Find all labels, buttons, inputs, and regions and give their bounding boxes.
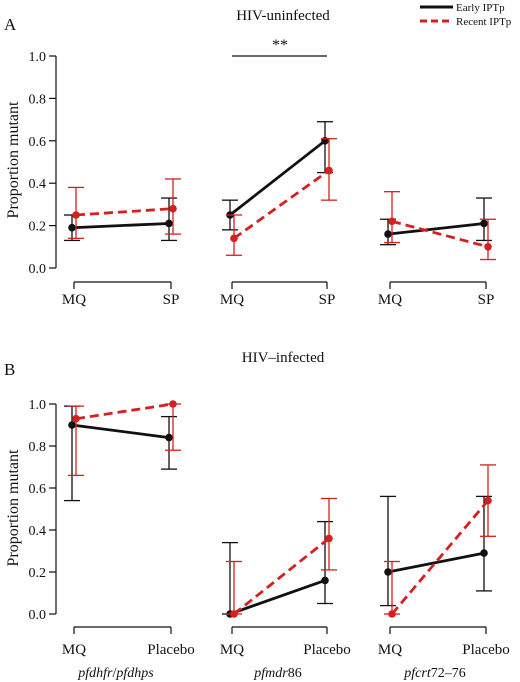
- y-tick-label: 0.4: [29, 177, 47, 192]
- point-recent: [230, 610, 238, 618]
- point-early: [384, 568, 392, 576]
- point-early: [384, 230, 392, 238]
- series-line-recent: [233, 537, 330, 616]
- panel-b-ylabel: Proportion mutant: [5, 449, 22, 566]
- series-line-early: [387, 551, 485, 574]
- point-recent: [230, 234, 238, 243]
- panel-a-title: HIV-uninfected: [236, 8, 330, 24]
- point-recent: [388, 217, 396, 226]
- gene-label-pfdhfr-pfdhps: pfdhfr/pfdhps: [77, 666, 154, 681]
- x-tick-label: MQ: [220, 642, 244, 658]
- y-tick-label: 0.2: [29, 220, 47, 235]
- legend: Early IPTp Recent IPTp: [420, 2, 512, 28]
- x-tick-label: MQ: [62, 292, 86, 308]
- series-line-early: [71, 423, 170, 439]
- point-recent: [388, 610, 396, 618]
- point-recent: [484, 496, 492, 505]
- y-tick-label: 0.6: [29, 135, 47, 150]
- series-line-recent: [233, 169, 330, 240]
- x-tick-label: SP: [163, 292, 180, 308]
- x-tick-label: MQ: [220, 292, 244, 308]
- panel-letter-b: B: [4, 360, 15, 379]
- point-recent: [169, 204, 177, 213]
- x-tick-label: Placebo: [303, 642, 350, 658]
- y-tick-label: 0.6: [29, 482, 47, 497]
- series-line-early: [229, 579, 326, 616]
- x-tick-label: MQ: [378, 642, 402, 658]
- significance-marker: **: [272, 37, 288, 54]
- point-recent: [484, 243, 492, 251]
- panel-a-ylabel: Proportion mutant: [5, 101, 22, 218]
- point-early: [165, 219, 173, 228]
- series-line-early: [71, 222, 170, 230]
- x-tick-label: Placebo: [462, 642, 509, 658]
- x-tick-label: MQ: [62, 642, 86, 658]
- legend-early-label: Early IPTp: [456, 2, 505, 14]
- gene-label-pfcrt72-76: pfcrt72–76: [403, 666, 465, 681]
- y-tick-label: 0.2: [29, 566, 47, 581]
- point-early: [321, 576, 329, 585]
- point-recent: [72, 211, 80, 219]
- point-recent: [72, 414, 80, 423]
- point-early: [68, 223, 76, 232]
- point-recent: [325, 534, 333, 543]
- series-line-recent: [390, 499, 490, 615]
- x-tick-label: MQ: [378, 292, 402, 308]
- point-recent: [169, 400, 177, 408]
- y-tick-label: 0.8: [29, 440, 47, 455]
- series-line-recent: [391, 220, 489, 249]
- point-early: [480, 219, 488, 228]
- y-tick-label: 0.4: [29, 524, 47, 539]
- x-tick-label: SP: [478, 292, 495, 308]
- x-tick-label: SP: [319, 292, 336, 308]
- x-tick-label: Placebo: [147, 642, 194, 658]
- legend-recent-label: Recent IPTp: [456, 16, 512, 28]
- y-tick-label: 0.0: [29, 262, 47, 277]
- panel-b-title: HIV–infected: [242, 350, 325, 366]
- y-tick-label: 0.0: [29, 608, 47, 623]
- point-recent: [325, 166, 333, 175]
- point-early: [480, 549, 488, 557]
- point-early: [68, 421, 76, 429]
- y-tick-label: 1.0: [29, 398, 47, 413]
- series-line-early: [387, 222, 485, 236]
- y-tick-label: 0.8: [29, 92, 47, 107]
- series-line-early: [229, 139, 326, 217]
- series-line-recent: [75, 402, 174, 421]
- gene-label-pfmdr86: pfmdr86: [253, 666, 301, 681]
- plot-area: 0.0 0.2 0.4 0.6 0.8 1.0 MQ SP MQ SP MQ SP 0.0 0.2 0.4 0…: [29, 50, 510, 658]
- panel-letter-a: A: [4, 15, 17, 34]
- point-early: [165, 433, 173, 442]
- series-line-recent: [75, 207, 174, 217]
- y-tick-label: 1.0: [29, 50, 47, 65]
